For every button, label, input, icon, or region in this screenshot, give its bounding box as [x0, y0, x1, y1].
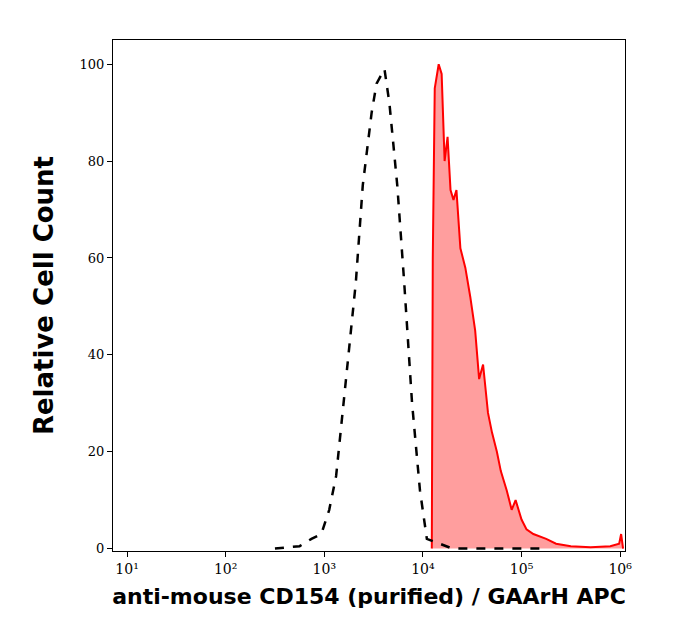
svg-text:10⁵: 10⁵ — [510, 561, 534, 577]
svg-text:100: 100 — [80, 57, 105, 72]
svg-text:10⁶: 10⁶ — [608, 561, 632, 577]
svg-text:20: 20 — [88, 444, 105, 459]
svg-text:40: 40 — [88, 347, 105, 362]
svg-text:0: 0 — [96, 541, 104, 556]
svg-text:10³: 10³ — [313, 561, 336, 577]
svg-text:60: 60 — [88, 251, 105, 266]
svg-text:80: 80 — [88, 154, 105, 169]
svg-text:anti-mouse CD154 (purified) /: anti-mouse CD154 (purified) / GAArH APC — [112, 584, 626, 609]
svg-text:10¹: 10¹ — [115, 561, 138, 577]
svg-text:Relative Cell Count: Relative Cell Count — [29, 156, 59, 435]
svg-text:10²: 10² — [214, 561, 237, 577]
svg-text:10⁴: 10⁴ — [411, 561, 435, 577]
